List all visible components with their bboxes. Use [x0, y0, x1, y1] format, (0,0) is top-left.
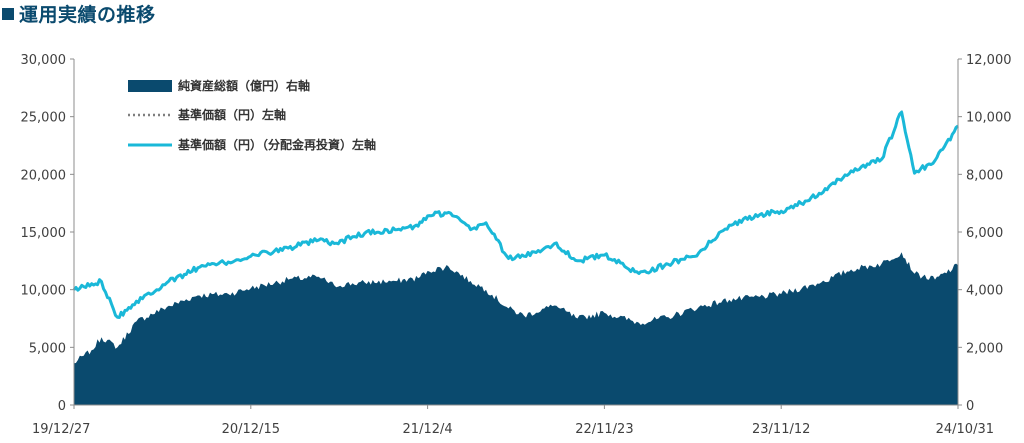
area-layer [74, 252, 958, 405]
series-nav-reinvested-line [72, 110, 959, 319]
left-tick-label: 10,000 [21, 284, 67, 299]
left-tick-label: 30,000 [21, 53, 67, 68]
legend-label: 純資産総額（億円）右軸 [178, 78, 310, 93]
x-tick-label: 23/11/12 [752, 422, 810, 437]
x-tick-label: 21/12/4 [403, 422, 453, 437]
line-layer [72, 110, 959, 319]
page-title: 運用実績の推移 [19, 3, 156, 26]
legend-label: 基準価額（円）左軸 [177, 107, 286, 122]
x-tick-label: 20/12/15 [222, 422, 280, 437]
right-tick-label: 0 [966, 399, 974, 414]
left-tick-label: 20,000 [21, 168, 67, 183]
left-tick-label: 5,000 [29, 341, 66, 356]
left-tick-label: 15,000 [21, 226, 67, 241]
x-tick-label: 24/10/31 [936, 422, 994, 437]
x-tick-label: 19/12/27 [32, 422, 90, 437]
right-tick-label: 4,000 [966, 284, 1003, 299]
right-tick-label: 12,000 [966, 53, 1012, 68]
right-tick-label: 2,000 [966, 341, 1003, 356]
axis-layer: 0 5,000 10,000 15,000 20,000 25,000 30,000 0 2,0… [21, 53, 1012, 437]
legend-swatch-area [128, 80, 172, 92]
series-net-assets-area [74, 252, 958, 405]
left-tick-label: 0 [58, 399, 66, 414]
right-tick-label: 8,000 [966, 168, 1003, 183]
right-tick-label: 10,000 [966, 111, 1012, 126]
page-heading: 運用実績の推移 [2, 0, 156, 26]
legend-label: 基準価額（円）（分配金再投資）左軸 [177, 137, 376, 152]
x-tick-label: 22/11/23 [575, 422, 633, 437]
right-tick-label: 6,000 [966, 226, 1003, 241]
heading-square-icon [2, 7, 14, 20]
left-tick-label: 25,000 [21, 111, 67, 126]
